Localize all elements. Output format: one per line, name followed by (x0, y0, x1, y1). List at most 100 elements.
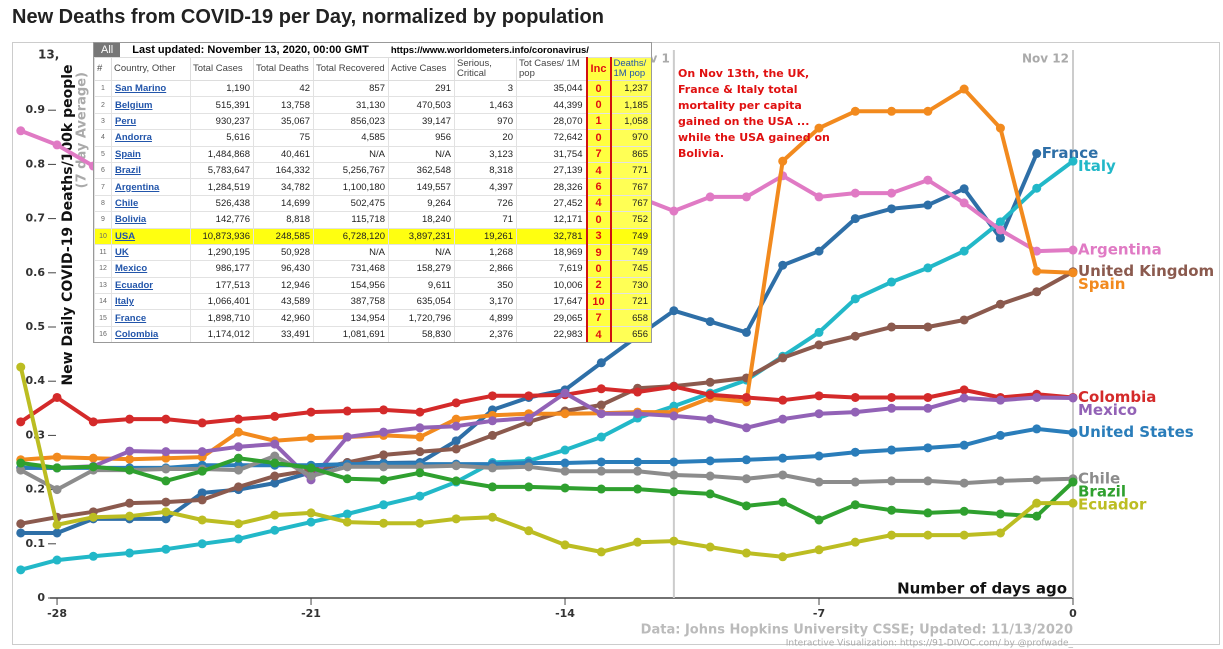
data-point (705, 192, 715, 202)
column-header[interactable]: Total Cases (190, 57, 254, 81)
country-link[interactable]: Belgium (111, 96, 191, 114)
data-point (16, 362, 26, 372)
data-point (741, 327, 751, 337)
table-cell: 20 (454, 129, 517, 147)
country-link[interactable]: USA (111, 227, 191, 245)
table-cell: 15 (94, 309, 112, 327)
data-point (814, 545, 824, 555)
data-point (995, 299, 1005, 309)
country-link[interactable]: Ecuador (111, 276, 191, 295)
series-line (20, 426, 1074, 470)
data-point (850, 477, 860, 487)
data-point (995, 217, 1005, 227)
series-line (20, 269, 1074, 526)
data-point (995, 430, 1005, 440)
column-header[interactable]: Inc (585, 57, 612, 81)
table-cell: 14,699 (253, 194, 314, 213)
country-link[interactable]: Italy (111, 293, 191, 311)
table-cell: 350 (454, 276, 517, 295)
data-point (596, 466, 606, 476)
country-link[interactable]: France (111, 309, 191, 327)
data-point (379, 500, 389, 510)
data-point (887, 476, 897, 486)
data-point (560, 540, 570, 550)
country-link[interactable]: Argentina (111, 178, 191, 196)
country-link[interactable]: Andorra (111, 129, 191, 147)
country-link[interactable]: Colombia (111, 325, 191, 342)
column-header[interactable]: Total Deaths (253, 57, 314, 81)
data-point (923, 443, 933, 453)
column-header[interactable]: Deaths/ 1M pop (610, 57, 651, 81)
column-header[interactable]: Tot Cases/ 1M pop (516, 57, 587, 81)
table-cell: 12,171 (516, 211, 587, 229)
data-point (270, 471, 280, 481)
country-link[interactable]: Chile (111, 194, 191, 213)
data-point (451, 421, 461, 431)
column-header[interactable]: # (94, 57, 112, 81)
data-point (814, 327, 824, 337)
data-point (16, 565, 26, 575)
table-row: 1 San Marino 1,190 42 857 291 3 35,044 0 1,237 (94, 79, 651, 98)
country-link[interactable]: Mexico (111, 260, 191, 278)
table-cell: 0 (585, 96, 612, 114)
column-header[interactable]: Country, Other (111, 57, 191, 81)
table-cell: 635,054 (388, 293, 455, 311)
column-header[interactable]: Active Cases (388, 57, 455, 81)
data-point (342, 509, 352, 519)
table-cell: 3 (454, 79, 517, 98)
data-point (778, 353, 788, 363)
table-cell: 16 (94, 325, 112, 342)
series-line (18, 366, 1073, 559)
table-cell: 34,782 (253, 178, 314, 196)
table-cell: 12 (94, 260, 112, 278)
table-row: 7 Argentina 1,284,519 34,782 1,100,180 149,55… (94, 178, 651, 196)
table-cell: 14 (94, 293, 112, 311)
data-point (125, 465, 135, 475)
country-link[interactable]: Brazil (111, 161, 191, 180)
data-point (669, 411, 679, 421)
country-link[interactable]: San Marino (111, 79, 191, 98)
data-point (705, 377, 715, 387)
country-link[interactable]: Peru (111, 112, 191, 131)
data-point (814, 391, 824, 401)
country-link[interactable]: UK (111, 243, 191, 262)
data-point (741, 192, 751, 202)
table-cell: 10 (94, 227, 112, 245)
data-point (995, 123, 1005, 133)
data-point (923, 175, 933, 185)
data-point (887, 403, 897, 413)
table-cell: N/A (388, 243, 455, 262)
data-table: All Last updated: November 13, 2020, 00:… (93, 42, 652, 343)
column-header[interactable]: Serious, Critical (454, 57, 517, 81)
country-link[interactable]: Spain (111, 145, 191, 163)
table-cell: 767 (610, 178, 651, 196)
data-point (52, 520, 62, 530)
data-point (995, 476, 1005, 486)
table-cell: 1,100,180 (313, 178, 389, 196)
source: Data: Johns Hopkins University CSSE; Upd… (641, 623, 1073, 638)
table-cell: 33,491 (253, 325, 314, 342)
data-point (233, 519, 243, 529)
y-tick-label: 0.9 (26, 103, 46, 116)
x-tick-label: -7 (813, 607, 825, 620)
country-link[interactable]: Bolivia (111, 211, 191, 229)
data-point (415, 447, 425, 457)
table-cell: 3 (585, 227, 612, 245)
data-point (814, 515, 824, 525)
table-cell: 28,326 (516, 178, 587, 196)
table-cell: 9 (585, 243, 612, 262)
data-point (814, 340, 824, 350)
series-label: Italy (1078, 157, 1116, 175)
table-cell: 3,170 (454, 293, 517, 311)
data-point (1068, 393, 1078, 403)
data-point (850, 106, 860, 116)
y-tick-label: 0.7 (26, 212, 46, 225)
table-cell: 18,240 (388, 211, 455, 229)
data-point (306, 517, 316, 527)
column-header[interactable]: Total Recovered (313, 57, 389, 81)
data-point (669, 206, 679, 216)
series-label: Chile (1078, 469, 1120, 487)
table-cell: 4,899 (454, 309, 517, 327)
tab[interactable]: All (94, 43, 121, 57)
data-point (270, 458, 280, 468)
